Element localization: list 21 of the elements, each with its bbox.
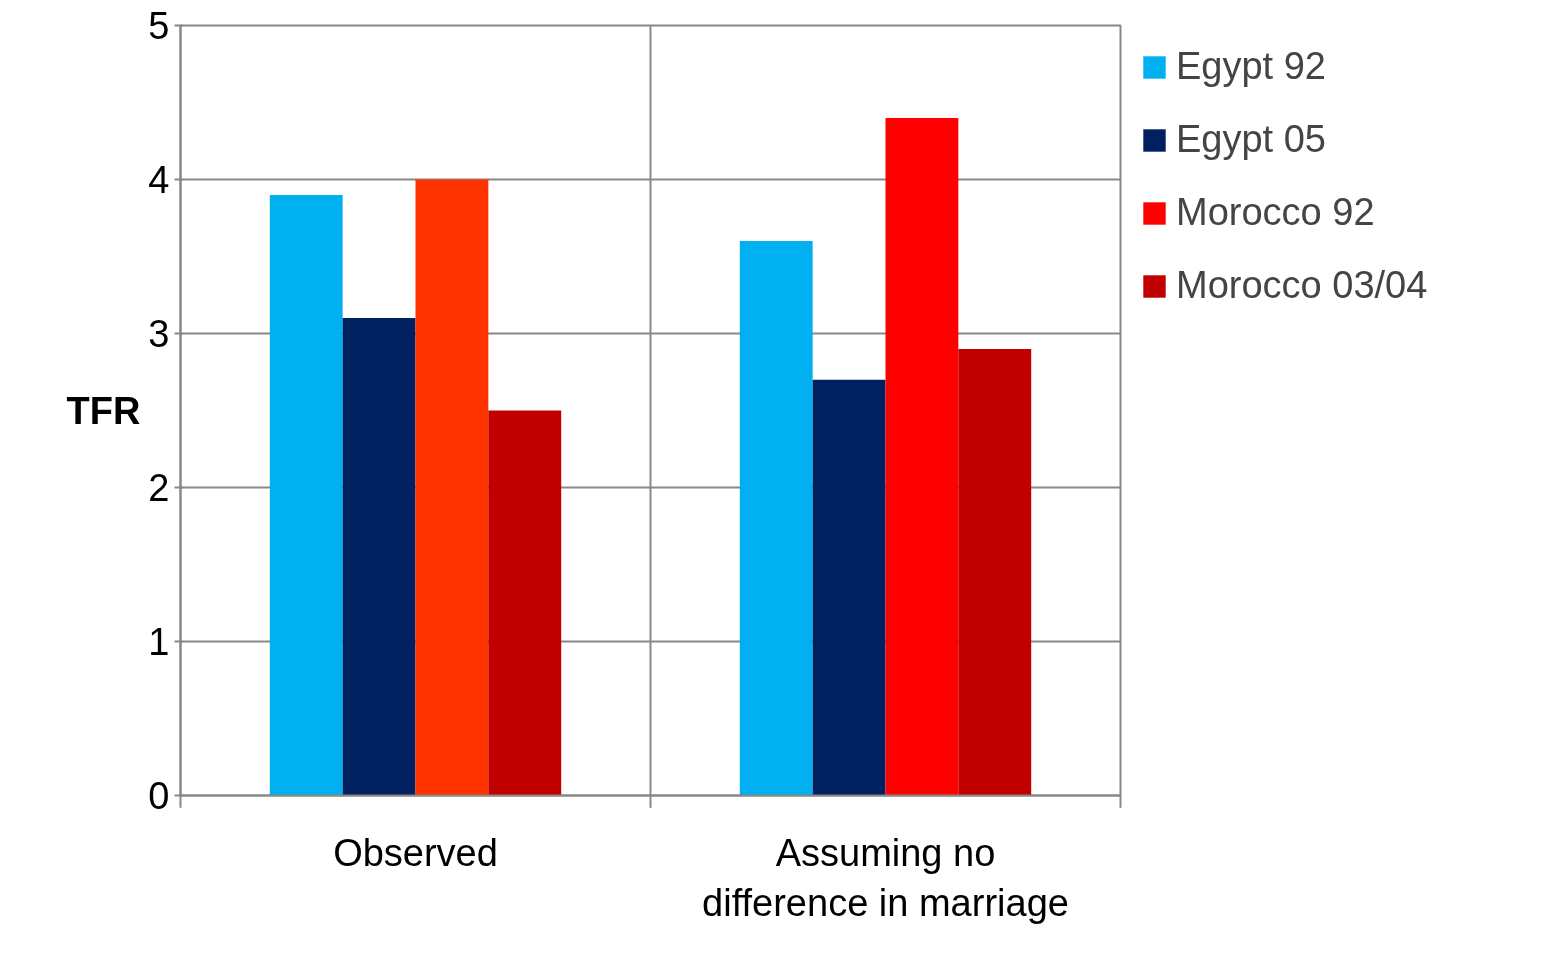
bar: [739, 241, 813, 796]
legend-label: Morocco 92: [1176, 191, 1375, 234]
bar: [415, 179, 489, 796]
bar: [488, 410, 562, 796]
y-tick-label: 4: [148, 159, 170, 201]
y-tick-label: 2: [148, 467, 170, 509]
x-tick-label: Observed: [333, 831, 498, 874]
bar: [342, 318, 416, 796]
legend-label: Egypt 92: [1176, 45, 1326, 88]
legend-label: Egypt 05: [1176, 118, 1326, 161]
legend-label: Morocco 03/04: [1176, 264, 1428, 307]
bar: [269, 194, 343, 796]
bar: [812, 379, 886, 796]
y-tick-label: 0: [148, 775, 170, 817]
y-tick-label: 5: [148, 5, 170, 47]
bar: [885, 117, 959, 796]
y-axis-title: TFR: [66, 389, 141, 432]
y-tick-label: 1: [148, 621, 170, 663]
bar: [958, 348, 1032, 796]
x-tick-label: Assuming no difference in marriage: [702, 831, 1069, 924]
y-tick-label: 3: [148, 313, 170, 355]
